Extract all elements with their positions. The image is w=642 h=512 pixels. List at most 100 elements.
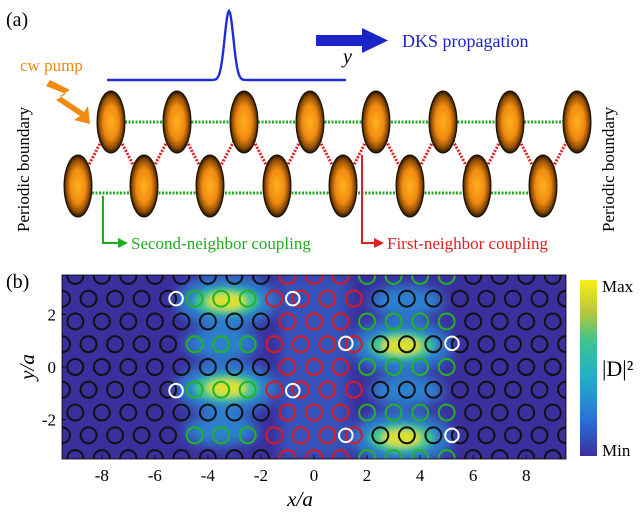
hole-first-neighbor	[291, 289, 310, 308]
hole	[490, 449, 509, 459]
hole-first-neighbor	[278, 275, 297, 285]
hole	[530, 380, 549, 399]
x-tick-label: -8	[95, 466, 109, 485]
hole	[41, 268, 57, 284]
y-axis-label: y/a	[15, 354, 39, 382]
hole	[450, 289, 469, 308]
left-boundary-label: Periodic boundary	[14, 106, 33, 232]
resonator	[495, 90, 525, 154]
hole-first-neighbor	[344, 289, 363, 308]
field-lobe	[369, 285, 444, 318]
hole	[397, 426, 416, 445]
hole	[159, 380, 178, 399]
hole-second-neighbor	[358, 403, 377, 422]
propagation-label: DKS propagation	[402, 31, 528, 51]
x-tick-label: 8	[522, 466, 531, 485]
propagation-arrow	[316, 28, 388, 53]
hole-second-neighbor	[358, 275, 377, 285]
resonator	[63, 154, 93, 218]
hole	[119, 312, 138, 331]
first-neighbor-label: First-neighbor coupling	[387, 234, 549, 253]
hole	[464, 358, 483, 376]
hole-first-neighbor	[305, 275, 323, 285]
hole	[198, 312, 217, 331]
hole-first-neighbor	[265, 335, 284, 354]
hole	[66, 275, 85, 285]
hole-second-neighbor	[384, 358, 403, 376]
hole	[119, 358, 138, 376]
hole	[530, 289, 549, 308]
resonator	[328, 154, 358, 218]
resonator-array	[63, 90, 592, 218]
colorbar-min-label: Min	[602, 441, 631, 460]
hole-second-neighbor	[185, 426, 204, 445]
hole-first-neighbor	[305, 449, 323, 459]
hole-first-neighbor	[331, 358, 350, 376]
hole-second-neighbor	[411, 403, 430, 422]
hole-second-neighbor	[384, 449, 403, 459]
hole	[371, 426, 390, 445]
hole	[450, 380, 469, 399]
hole	[172, 449, 191, 459]
resonator	[96, 90, 126, 154]
hole	[172, 403, 191, 422]
hole	[251, 449, 270, 459]
hole	[92, 312, 111, 331]
hole	[92, 358, 111, 376]
resonator	[162, 90, 192, 154]
hole-second-neighbor	[238, 335, 257, 354]
hole	[557, 426, 566, 445]
hole-first-neighbor	[291, 335, 310, 354]
panel-b-label: (b)	[6, 271, 29, 293]
hole-defect	[285, 290, 301, 307]
hole	[132, 380, 151, 399]
hole-second-neighbor	[411, 312, 430, 331]
hole	[503, 426, 522, 445]
hole	[106, 335, 125, 354]
x-tick-label: 2	[363, 466, 372, 485]
hole-second-neighbor	[212, 380, 231, 399]
resonator	[295, 90, 325, 154]
hole	[477, 289, 496, 308]
hole-first-neighbor	[278, 403, 297, 422]
hole	[159, 289, 178, 308]
hole-second-neighbor	[185, 380, 204, 399]
hole	[159, 335, 178, 354]
hole-second-neighbor	[358, 312, 377, 331]
hole	[79, 426, 98, 445]
hole-second-neighbor	[212, 289, 231, 308]
hole-first-neighbor	[318, 426, 337, 445]
hole	[397, 335, 416, 354]
hole	[119, 275, 138, 285]
y-axis-ticks: 2 0 -2	[42, 305, 66, 430]
hole-second-neighbor	[384, 275, 403, 285]
hole	[517, 449, 536, 459]
hole-defect	[338, 335, 354, 352]
hole	[503, 380, 522, 399]
hole-second-neighbor	[212, 335, 231, 354]
hole-first-neighbor	[318, 380, 337, 399]
hole	[225, 403, 244, 422]
hole-first-neighbor	[265, 426, 284, 445]
hole	[397, 289, 416, 308]
hole	[371, 289, 390, 308]
hole	[517, 275, 536, 285]
hole	[119, 403, 138, 422]
hole	[172, 275, 191, 285]
hole-first-neighbor	[331, 449, 350, 459]
hole	[145, 358, 164, 376]
hole-first-neighbor	[305, 403, 323, 422]
hole	[145, 449, 164, 459]
hole	[225, 358, 244, 376]
hole	[92, 275, 111, 285]
x-tick-label: 6	[469, 466, 478, 485]
second-neighbor-label: Second-neighbor coupling	[131, 234, 311, 253]
hole	[424, 335, 443, 354]
hole	[371, 380, 390, 399]
hole	[424, 289, 443, 308]
hole	[450, 426, 469, 445]
hole	[490, 275, 509, 285]
hole-second-neighbor	[384, 403, 403, 422]
y-tick-label: 2	[48, 305, 57, 324]
